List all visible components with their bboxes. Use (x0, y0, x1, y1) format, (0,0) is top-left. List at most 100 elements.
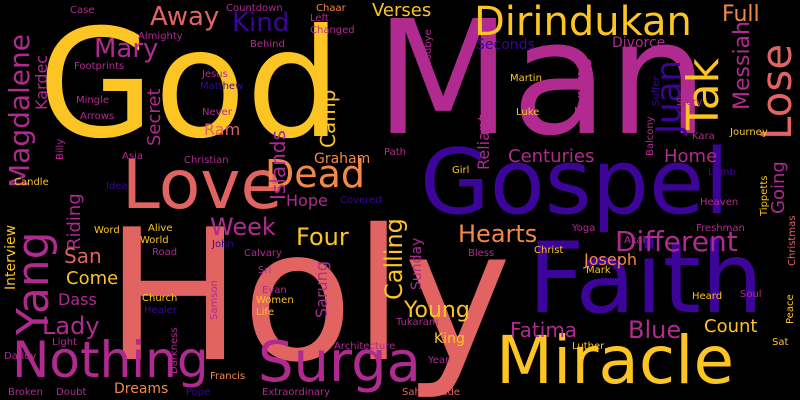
word-daddy: Daddy (4, 351, 37, 362)
word-surga: Surga (258, 330, 421, 395)
word-dreams: Dreams (114, 381, 169, 397)
word-billy: Billy (55, 138, 66, 160)
word-love: Love (122, 146, 283, 225)
word-nothing: Nothing (12, 331, 209, 389)
word-young: Young (404, 298, 470, 323)
word-girl: Girl (452, 165, 470, 176)
word-freshman: Freshman (696, 223, 745, 234)
word-camp: Camp (316, 89, 340, 148)
word-bless: Bless (468, 248, 495, 259)
word-broken: Broken (8, 387, 43, 398)
word-reliant: Reliant (474, 114, 493, 170)
word-church: Church (142, 293, 178, 304)
word-calvary: Calvary (244, 248, 282, 259)
word-calling: Calling (380, 218, 408, 300)
word-life: Life (256, 307, 275, 318)
word-pope: Pope (186, 387, 211, 398)
word-kara: Kara (692, 131, 715, 142)
word-behind: Behind (250, 39, 285, 50)
word-alive: Alive (148, 223, 173, 234)
word-evan: Evan (262, 285, 287, 296)
word-divorce: Divorce (612, 35, 666, 51)
word-year: Year (428, 355, 450, 366)
word-ram: Ram (204, 120, 241, 139)
word-footprints: Footprints (74, 61, 125, 72)
word-christmas: Christmas (787, 215, 798, 266)
word-asia: Asia (122, 151, 143, 162)
word-hearts: Hearts (458, 220, 538, 248)
word-away: Away (150, 2, 220, 32)
word-christian: Christian (184, 155, 229, 166)
word-holy: Holy (105, 190, 512, 400)
word-god: God (38, 0, 342, 172)
word-darkness: Darkness (169, 327, 180, 374)
word-yoga: Yoga (572, 223, 596, 234)
word-faith: Faith (528, 222, 764, 336)
word-jesus: Jesus (202, 69, 228, 80)
word-mingle: Mingle (76, 95, 110, 106)
word-islands: Islands (266, 130, 290, 200)
word-king: King (434, 331, 465, 347)
word-magdalene: Magdalene (3, 34, 36, 188)
word-sahibzaade: Sahibzaade (402, 387, 460, 398)
word-mary: Mary (94, 34, 159, 64)
word-never: Never (202, 107, 232, 118)
word-graham: Graham (314, 151, 371, 167)
word-dirindukan: Dirindukan (474, 0, 692, 45)
word-kind: Kind (232, 8, 290, 38)
word-balcony: Balcony (645, 116, 656, 156)
word-tippetts: Tippetts (759, 175, 770, 216)
word-light: Light (52, 337, 77, 348)
word-dass: Dass (58, 290, 97, 309)
word-lose: Lose (752, 43, 800, 140)
word-suffer: Suffer (651, 76, 662, 106)
word-verses: Verses (372, 0, 432, 21)
word-home: Home (664, 146, 718, 167)
word-akal: Akal (624, 235, 646, 246)
word-mark: Mark (586, 265, 611, 276)
word-riding: Riding (64, 193, 85, 250)
word-centuries: Centuries (508, 146, 595, 167)
word-case: Case (70, 5, 95, 16)
word-joseph: Joseph (584, 250, 637, 269)
word-soul: Soul (740, 289, 762, 300)
word-going: Going (768, 161, 789, 214)
word-almighty: Almighty (138, 31, 183, 42)
word-sunday: Sunday (409, 237, 425, 290)
word-fatima: Fatima (510, 318, 578, 342)
word-francis: Francis (210, 371, 246, 382)
word-san: San (64, 244, 102, 268)
word-tukaram: Tukaram (396, 317, 439, 328)
word-peace: Peace (785, 294, 796, 324)
word-candle: Candle (14, 177, 49, 188)
word-women: Women (256, 295, 294, 306)
word-matthew: Matthew (200, 81, 244, 92)
word-heard: Heard (692, 291, 723, 302)
word-gospel: Gospel (420, 130, 730, 235)
word-lady: Lady (42, 312, 100, 340)
word-heaven: Heaven (700, 197, 739, 208)
word-luther: Luther (572, 341, 605, 352)
word-extraordinary: Extraordinary (262, 387, 331, 398)
word-lamb: Lamb (708, 167, 736, 178)
word-world: World (140, 235, 169, 246)
word-long: Long (668, 255, 693, 266)
word-messiah: Messiah (730, 21, 755, 110)
word-journey: Journey (730, 127, 768, 138)
word-secret: Secret (144, 88, 165, 146)
word-left: Left (310, 13, 329, 24)
word-tarung: Tarung (572, 57, 593, 118)
word-week: Week (210, 213, 276, 241)
word-seconds: Seconds (476, 37, 535, 53)
word-miracle: Miracle (496, 322, 735, 399)
word-different: Different (615, 225, 738, 258)
word-christ: Christ (534, 245, 564, 256)
word-sat: Sat (772, 337, 789, 348)
word-hope: Hope (286, 191, 328, 210)
word-healer: Healer (144, 305, 177, 316)
word-come: Come (66, 268, 119, 289)
word-sri: Sri (258, 265, 272, 276)
word-story: Story (676, 97, 703, 108)
word-word: Word (94, 225, 120, 236)
